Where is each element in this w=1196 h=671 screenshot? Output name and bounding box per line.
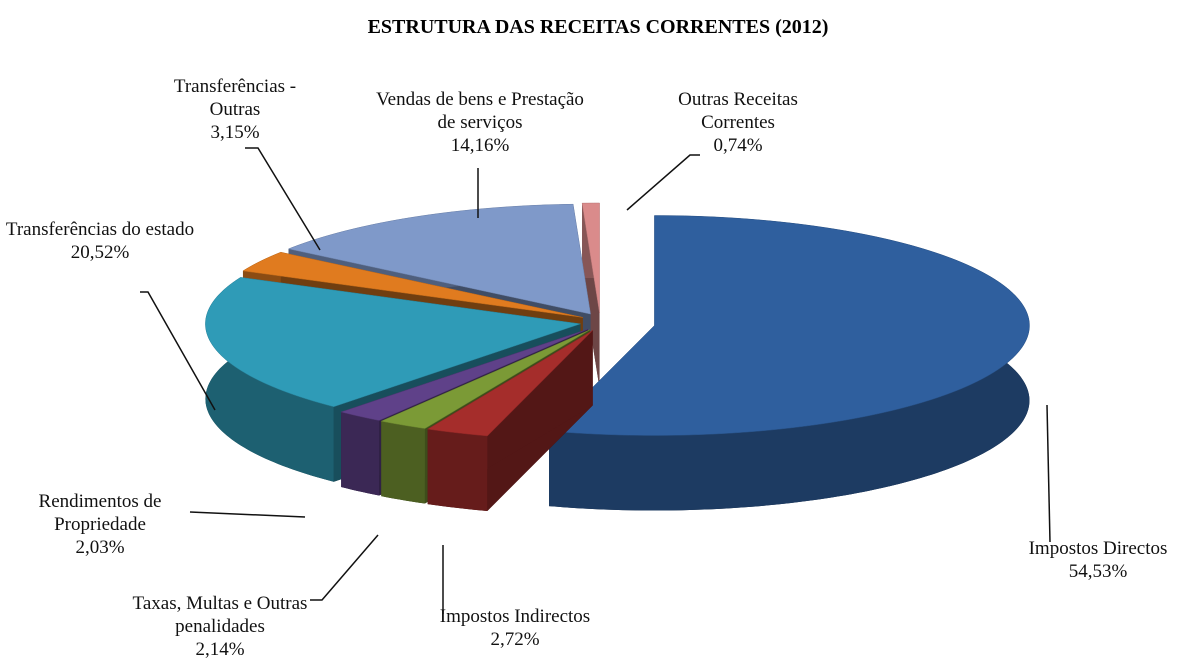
data-label: Rendimentos de Propriedade 2,03% [10, 490, 190, 559]
value-label: 2,03% [75, 537, 125, 558]
slice-top [287, 203, 591, 315]
category-label: Vendas de bens e Prestação de serviços [376, 89, 584, 133]
leader-line [140, 291, 216, 411]
data-label: Transferências - Outras 3,15% [158, 75, 313, 144]
value-label: 3,15% [210, 122, 260, 143]
value-label: 2,14% [195, 639, 245, 660]
category-label: Transferências - Outras [173, 76, 297, 120]
slice-top [242, 251, 583, 318]
value-label: 2,72% [490, 629, 540, 650]
slice-top [340, 328, 588, 421]
value-label: 54,53% [1068, 561, 1128, 582]
chart-title: ESTRUTURA DAS RECEITAS CORRENTES (2012) [367, 16, 829, 38]
category-label: Taxas, Multas e Outras penalidades [132, 593, 308, 637]
leader-line [310, 534, 379, 601]
category-label: Impostos Directos [1028, 538, 1168, 559]
slice [581, 202, 600, 389]
value-label: 0,74% [713, 135, 763, 156]
value-label: 20,52% [70, 242, 130, 263]
slice-top [205, 277, 581, 407]
slice-top [380, 329, 591, 429]
category-label: Transferências do estado [5, 219, 195, 240]
slice [426, 330, 593, 511]
slice [548, 215, 1030, 511]
slice-top [548, 215, 1030, 436]
category-label: Impostos Indirectos [439, 606, 591, 627]
slice-top [426, 330, 593, 437]
value-label: 14,16% [450, 135, 510, 156]
slice-top [581, 202, 600, 314]
data-label: Outras Receitas Correntes 0,74% [656, 88, 821, 157]
slice-wall [427, 429, 488, 511]
leader-line [1046, 404, 1051, 543]
data-label: Impostos Indirectos 2,72% [385, 605, 645, 651]
data-label: Impostos Directos 54,53% [988, 537, 1196, 583]
category-label: Rendimentos de Propriedade [38, 491, 162, 535]
leader-line [245, 147, 321, 251]
data-label: Transferências do estado 20,52% [5, 218, 195, 264]
slice-wall [341, 411, 380, 496]
category-label: Outras Receitas Correntes [678, 89, 798, 133]
leader-line [189, 511, 306, 518]
leader-line [626, 154, 700, 211]
data-label: Taxas, Multas e Outras penalidades 2,14% [120, 592, 320, 661]
slice-wall [381, 421, 425, 504]
data-label: Vendas de bens e Prestação de serviços 14… [365, 88, 595, 157]
